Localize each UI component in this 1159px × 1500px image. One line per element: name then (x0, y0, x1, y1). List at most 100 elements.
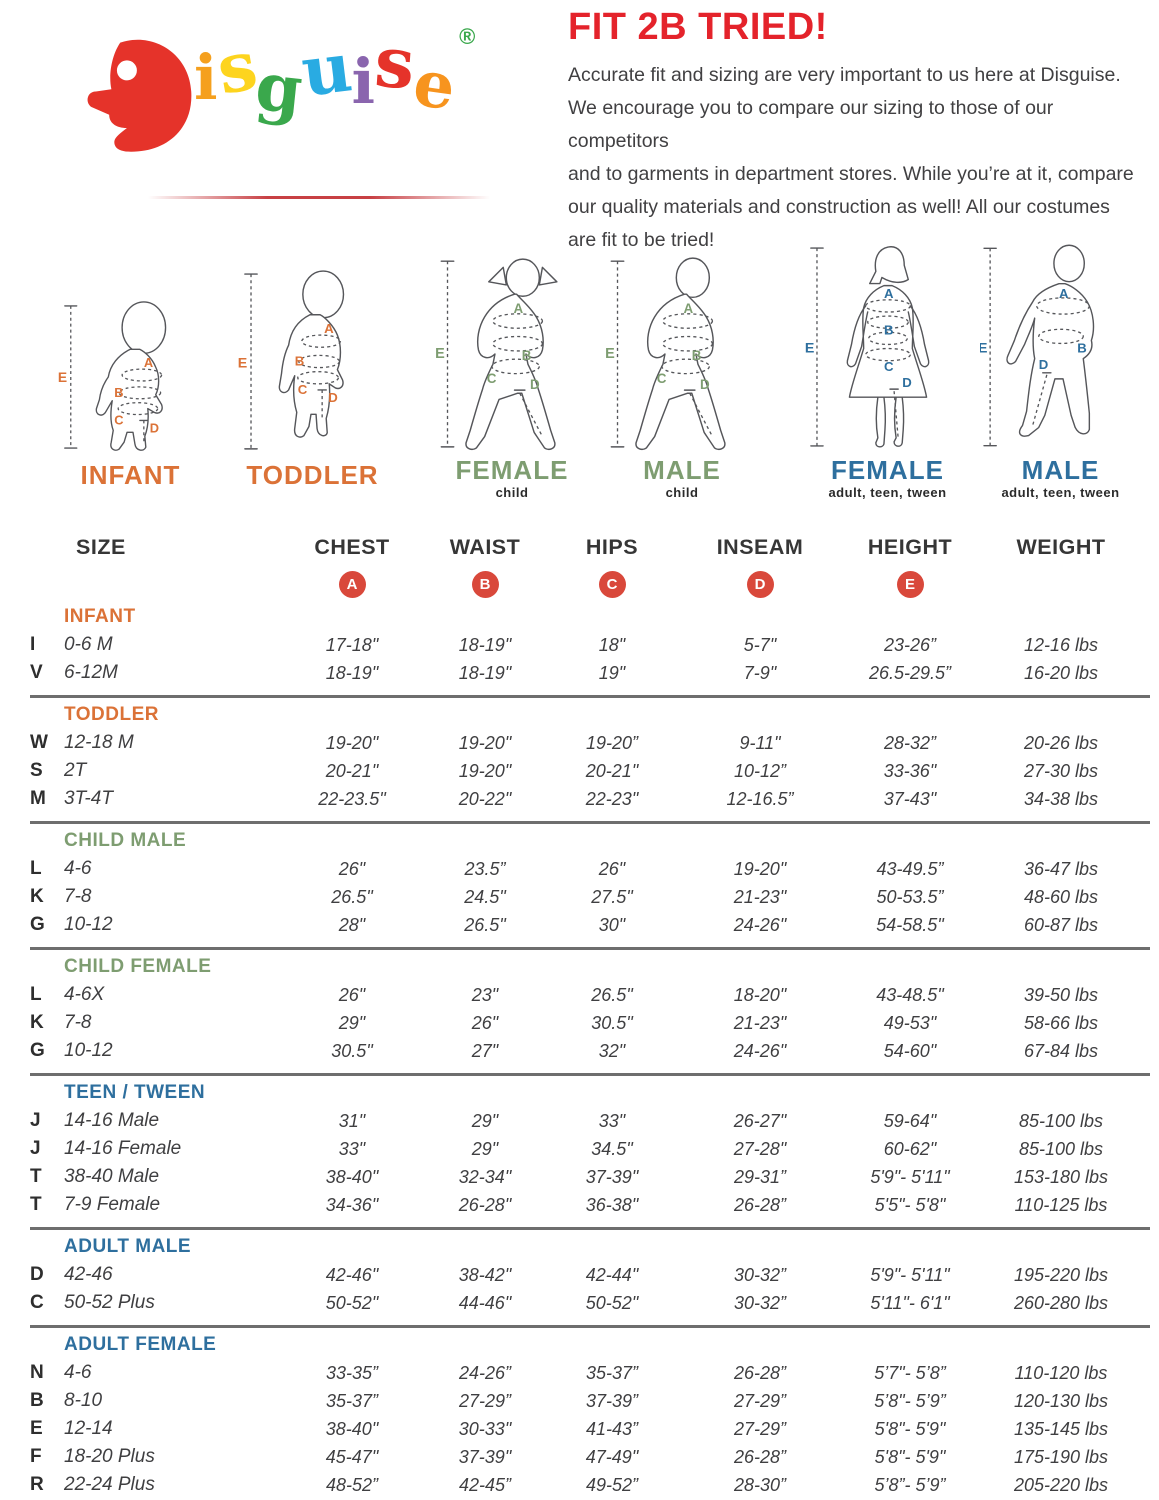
row-code: L (30, 984, 42, 1005)
row-height: 5’8"- 5’9” (874, 1390, 946, 1411)
row-code: K (30, 886, 44, 907)
table-row: G 10-12 28" 26.5" 30" 24-26" 54-58.5" 60… (30, 911, 1150, 939)
measure-letter-b: B (883, 322, 893, 337)
row-hips: 27.5" (591, 886, 633, 907)
row-hips: 50-52" (585, 1292, 639, 1313)
row-size: 3T-4T (64, 788, 113, 809)
row-weight: 110-120 lbs (1014, 1362, 1108, 1383)
row-waist: 26" (471, 1012, 499, 1033)
row-size: 22-24 Plus (64, 1474, 155, 1495)
row-height: 54-58.5" (876, 914, 944, 935)
logo-letter-i: i (351, 45, 376, 118)
row-waist: 23" (471, 984, 499, 1005)
figure-label-male-adult: MALE (1021, 455, 1100, 485)
row-inseam: 5-7" (743, 634, 777, 655)
row-inseam: 18-20" (733, 984, 787, 1005)
row-code: C (30, 1292, 44, 1313)
measure-letter-a: A (143, 355, 152, 370)
row-code: G (30, 1040, 45, 1061)
row-chest: 26.5" (331, 886, 373, 907)
row-code: R (30, 1474, 44, 1495)
table-row: G 10-12 30.5" 27" 32" 24-26" 54-60" 67-8… (30, 1037, 1150, 1065)
row-waist: 18-19" (458, 662, 512, 683)
table-row: T 38-40 Male 38-40" 32-34" 37-39" 29-31”… (30, 1163, 1150, 1191)
measure-letter-c: C (114, 412, 123, 427)
measure-letter-d: D (530, 377, 540, 392)
row-code: I (30, 634, 36, 655)
row-size: 6-12M (64, 662, 118, 683)
measure-letter-e: E (237, 356, 246, 372)
measure-letter-d: D (1038, 357, 1048, 372)
row-chest: 38-40" (325, 1418, 379, 1439)
logo-letter-u: u (297, 27, 357, 113)
row-waist: 18-19" (458, 634, 512, 655)
row-size: 2T (64, 760, 87, 781)
row-inseam: 9-11" (739, 732, 781, 753)
row-chest: 33" (338, 1138, 366, 1159)
row-chest: 50-52" (325, 1292, 379, 1313)
row-weight: 67-84 lbs (1023, 1040, 1099, 1061)
figure-male-adult: E A B D MALE adult, teen, tween (978, 243, 1143, 500)
row-weight: 48-60 lbs (1023, 886, 1099, 907)
size-section: ADULT FEMALE N 4-6 33-35” 24-26” 35-37” … (30, 1325, 1150, 1500)
row-inseam: 26-27" (733, 1110, 787, 1131)
row-height: 43-49.5” (876, 858, 944, 879)
measure-letter-b: B (521, 348, 531, 363)
size-section: CHILD FEMALE L 4-6X 26" 23" 26.5" 18-20"… (30, 947, 1150, 1071)
row-height: 5'11"- 6'1" (870, 1292, 950, 1313)
section-heading: TODDLER (64, 704, 159, 725)
logo-letter-d (87, 39, 192, 152)
row-code: W (30, 732, 48, 753)
intro-text-line: Accurate fit and sizing are very importa… (568, 64, 1121, 86)
row-size: 7-8 (64, 1012, 92, 1033)
row-inseam: 27-29” (733, 1390, 787, 1411)
row-height: 5’7"- 5’8” (874, 1362, 946, 1383)
row-hips: 42-44" (585, 1264, 639, 1285)
row-chest: 26" (338, 984, 366, 1005)
row-size: 14-16 Female (64, 1138, 182, 1159)
row-waist: 26-28" (458, 1194, 512, 1215)
table-row: S 2T 20-21" 19-20" 20-21" 10-12” 33-36" … (30, 757, 1150, 785)
measure-letter-c: C (883, 359, 893, 374)
row-size: 7-9 Female (64, 1194, 161, 1215)
row-weight: 36-47 lbs (1023, 858, 1099, 879)
column-header-height: HEIGHT (867, 535, 953, 559)
column-header-waist: WAIST (449, 535, 521, 559)
measure-letter-b: B (691, 348, 701, 363)
row-height: 5'8"- 5'9" (874, 1418, 946, 1439)
row-inseam: 27-29” (733, 1418, 787, 1439)
row-weight: 39-50 lbs (1023, 984, 1099, 1005)
row-hips: 36-38" (585, 1194, 639, 1215)
marker-a-badge: A (338, 570, 366, 598)
row-waist: 27" (471, 1040, 499, 1061)
row-code: G (30, 914, 45, 935)
figure-sublabel-child: child (495, 485, 529, 500)
toddler-figure-drawing: E A B C D (237, 270, 344, 450)
row-chest: 42-46" (325, 1264, 379, 1285)
table-row: C 50-52 Plus 50-52" 44-46" 50-52" 30-32”… (30, 1289, 1150, 1317)
row-weight: 20-26 lbs (1023, 732, 1099, 753)
row-waist: 24-26” (458, 1362, 512, 1383)
table-row: L 4-6X 26" 23" 26.5" 18-20" 43-48.5" 39-… (30, 981, 1150, 1009)
figure-toddler: E A B C D TODDLER (230, 268, 395, 491)
row-code: L (30, 858, 42, 879)
row-height: 28-32” (883, 732, 937, 753)
figure-label-female-adult: FEMALE (831, 455, 944, 485)
table-row: D 42-46 42-46" 38-42" 42-44" 30-32” 5'9"… (30, 1261, 1150, 1289)
table-row: N 4-6 33-35” 24-26” 35-37” 26-28” 5’7"- … (30, 1359, 1150, 1387)
intro-text-line: our quality materials and construction a… (568, 196, 1110, 218)
measure-letter-d: D (902, 375, 912, 390)
row-waist: 32-34" (458, 1166, 512, 1187)
row-size: 10-12 (64, 1040, 113, 1061)
logo-underline (148, 196, 490, 199)
row-chest: 20-21" (325, 760, 379, 781)
row-inseam: 30-32” (733, 1264, 787, 1285)
row-waist: 23.5” (464, 858, 506, 879)
row-weight: 58-66 lbs (1023, 1012, 1099, 1033)
measure-letter-e: E (980, 341, 987, 357)
column-header-size: SIZE (76, 535, 126, 559)
row-code: D (30, 1264, 44, 1285)
row-inseam: 10-12” (733, 760, 787, 781)
row-hips: 49-52” (585, 1474, 639, 1495)
